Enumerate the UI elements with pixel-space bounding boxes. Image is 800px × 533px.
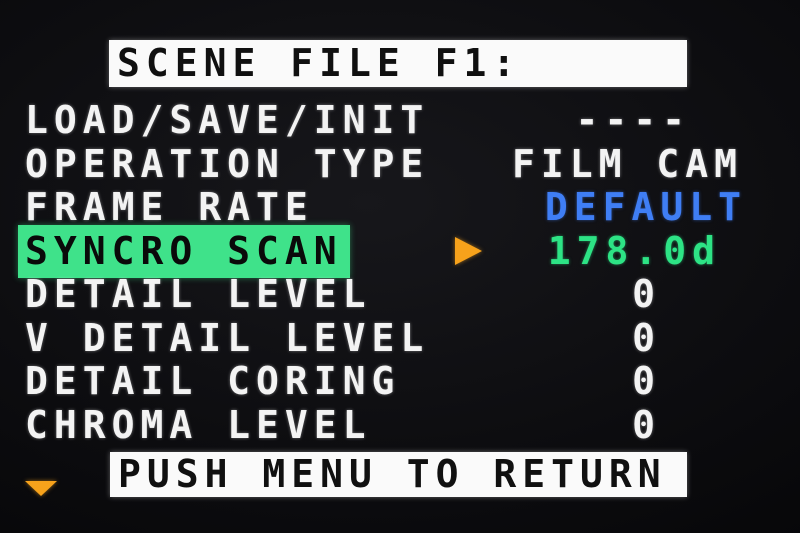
menu-row-chroma-level[interactable]: CHROMA LEVEL 0 xyxy=(25,402,775,448)
menu-item-value: FILM CAM xyxy=(511,141,743,186)
menu-title-bar: SCENE FILE F1: xyxy=(109,40,687,87)
menu-item-label: OPERATION TYPE xyxy=(25,141,430,186)
down-triangle-icon[interactable] xyxy=(25,481,57,496)
menu-item-value: 0 xyxy=(632,402,661,447)
right-triangle-icon xyxy=(455,237,482,266)
menu-row-frame-rate[interactable]: FRAME RATE DEFAULT xyxy=(25,185,775,230)
menu-item-label: DETAIL CORING xyxy=(25,359,401,403)
menu-item-label: V DETAIL LEVEL xyxy=(25,315,430,360)
page-title: SCENE FILE F1: xyxy=(117,41,522,85)
menu-row-load-save-init[interactable]: LOAD/SAVE/INIT ---- xyxy=(25,98,775,143)
menu-row-syncro-scan-selected[interactable]: SYNCRO SCAN 178.0d xyxy=(18,224,775,278)
footer-bar: PUSH MENU TO RETURN xyxy=(110,452,687,497)
menu-item-value: ---- xyxy=(575,98,691,142)
menu-item-value: 0 xyxy=(632,315,661,360)
menu-row-operation-type[interactable]: OPERATION TYPE FILM CAM xyxy=(25,141,775,187)
menu-item-label: LOAD/SAVE/INIT xyxy=(25,98,430,142)
menu-item-label: SYNCRO SCAN xyxy=(18,224,350,278)
menu-item-value: 0 xyxy=(632,359,661,403)
menu-list: LOAD/SAVE/INIT ---- OPERATION TYPE FILM … xyxy=(18,98,775,448)
menu-item-label: CHROMA LEVEL xyxy=(25,402,372,447)
menu-row-detail-level[interactable]: DETAIL LEVEL 0 xyxy=(25,272,775,317)
menu-item-value: 178.0d xyxy=(547,228,721,273)
menu-row-v-detail-level[interactable]: V DETAIL LEVEL 0 xyxy=(25,315,775,361)
footer-message: PUSH MENU TO RETURN xyxy=(118,452,667,496)
menu-row-detail-coring[interactable]: DETAIL CORING 0 xyxy=(25,359,775,404)
menu-item-value: 0 xyxy=(632,272,661,316)
menu-item-label: DETAIL LEVEL xyxy=(25,272,372,316)
menu-item-label: FRAME RATE xyxy=(25,185,314,229)
menu-item-value: DEFAULT xyxy=(544,185,747,229)
